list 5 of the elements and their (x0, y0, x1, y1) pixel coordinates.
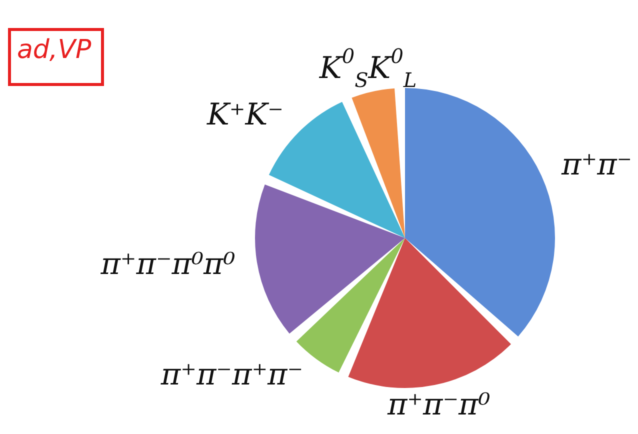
slice-label: π⁺π⁻π⁺π⁻ (160, 357, 304, 392)
text: ad,VP (17, 35, 92, 65)
slice-label: π⁺π⁻π⁰π⁰ (100, 246, 236, 282)
slice-label: π⁺π⁻π⁰ (386, 387, 490, 422)
slice-label: K⁺K⁻ (206, 97, 284, 132)
